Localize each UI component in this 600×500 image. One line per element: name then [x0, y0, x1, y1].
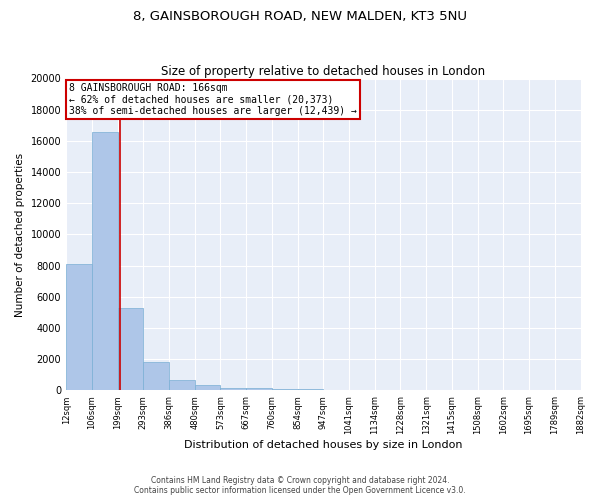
Text: 8 GAINSBOROUGH ROAD: 166sqm
← 62% of detached houses are smaller (20,373)
38% of: 8 GAINSBOROUGH ROAD: 166sqm ← 62% of det… — [69, 83, 356, 116]
Bar — [272, 388, 298, 390]
Bar — [220, 388, 246, 390]
Bar — [195, 386, 220, 390]
Bar — [118, 308, 143, 390]
Bar — [143, 362, 169, 390]
Bar — [169, 380, 195, 390]
Bar — [66, 264, 92, 390]
Bar — [246, 388, 272, 390]
Bar — [298, 389, 323, 390]
Title: Size of property relative to detached houses in London: Size of property relative to detached ho… — [161, 66, 485, 78]
Y-axis label: Number of detached properties: Number of detached properties — [15, 152, 25, 316]
Text: 8, GAINSBOROUGH ROAD, NEW MALDEN, KT3 5NU: 8, GAINSBOROUGH ROAD, NEW MALDEN, KT3 5N… — [133, 10, 467, 23]
Bar — [92, 132, 118, 390]
X-axis label: Distribution of detached houses by size in London: Distribution of detached houses by size … — [184, 440, 463, 450]
Text: Contains HM Land Registry data © Crown copyright and database right 2024.
Contai: Contains HM Land Registry data © Crown c… — [134, 476, 466, 495]
